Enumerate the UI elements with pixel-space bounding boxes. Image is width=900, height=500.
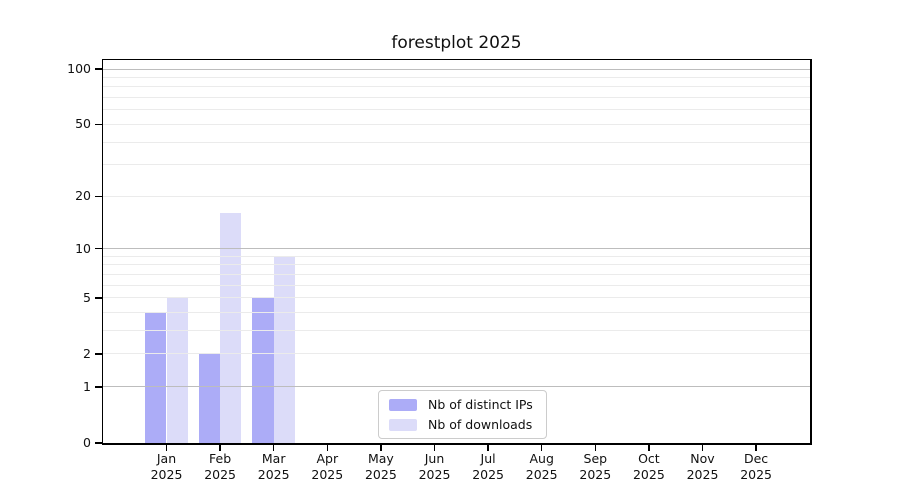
x-tick-month-may: May [367,451,394,466]
spine-bottom [101,443,812,445]
y-tick-mark-2 [94,353,102,355]
y-tick-label-10: 10 [75,240,91,256]
legend-label-downloads: Nb of downloads [428,417,533,432]
legend-label-distinct-ips: Nb of distinct IPs [428,397,533,412]
plot-area: Nb of distinct IPs Nb of downloads [103,60,810,443]
x-tick-month-feb: Feb [209,451,232,466]
x-tick-year-mar: 2025 [257,467,290,482]
x-tick-month-apr: Apr [316,451,339,466]
y-tick-label-20: 20 [75,188,91,204]
x-tick-month-aug: Aug [529,451,554,466]
legend: Nb of distinct IPs Nb of downloads [378,390,547,439]
x-tick-mark-nov [701,444,704,451]
x-tick-year-may: 2025 [364,467,397,482]
y-tick-mark-10 [94,247,102,250]
x-tick-mark-may [380,444,382,451]
x-tick-mark-jan [165,444,168,451]
x-tick-month-nov: Nov [690,451,715,466]
y-tick-mark-0 [94,442,102,444]
chart-title: forestplot 2025 [391,33,522,53]
y-tick-label-100: 100 [67,61,91,77]
bar-distinct-ips-jan [145,312,167,443]
legend-swatch-downloads [389,418,417,431]
x-tick-month-oct: Oct [638,451,660,466]
bar-distinct-ips-mar [252,297,274,443]
x-tick-mark-oct [648,444,650,451]
x-tick-month-sep: Sep [583,451,608,466]
x-tick-mark-jun [433,444,436,451]
x-tick-mark-apr [326,444,329,451]
x-tick-mark-dec [755,444,757,451]
x-tick-year-jan: 2025 [150,467,183,482]
x-tick-month-jul: Jul [480,451,496,466]
x-tick-year-jul: 2025 [472,467,504,482]
spine-right [810,58,812,445]
bar-distinct-ips-feb [198,354,221,443]
x-tick-year-feb: 2025 [204,467,236,482]
y-tick-mark-20 [94,195,102,198]
y-tick-mark-1 [94,386,102,388]
x-tick-month-jun: Jun [424,451,445,466]
x-tick-year-nov: 2025 [686,467,719,482]
x-tick-month-jan: Jan [156,451,177,466]
x-tick-mark-feb [219,444,221,451]
x-tick-year-dec: 2025 [740,467,772,482]
y-tick-mark-5 [94,297,102,299]
y-tick-mark-100 [94,68,102,70]
x-tick-mark-mar [272,444,275,451]
x-tick-year-jun: 2025 [418,467,451,482]
x-tick-mark-aug [540,444,543,451]
bar-downloads-feb [220,213,242,443]
bar-downloads-mar [273,256,296,443]
legend-row-distinct-ips: Nb of distinct IPs [389,397,533,412]
spine-left [101,58,103,445]
y-tick-label-2: 2 [83,345,91,361]
bar-downloads-jan [166,297,188,443]
y-tick-label-50: 50 [75,116,91,132]
y-tick-label-1: 1 [83,378,91,394]
x-tick-month-mar: Mar [261,451,286,466]
x-tick-month-dec: Dec [743,451,769,466]
x-tick-mark-sep [594,444,597,451]
x-tick-year-sep: 2025 [579,467,612,482]
y-tick-label-0: 0 [83,435,91,450]
x-tick-mark-jul [487,444,489,451]
legend-swatch-distinct-ips [389,398,417,411]
bars-layer [103,60,810,443]
spine-top [101,58,812,60]
y-tick-mark-50 [94,123,102,126]
x-tick-year-aug: 2025 [525,467,558,482]
x-tick-year-apr: 2025 [311,467,344,482]
legend-row-downloads: Nb of downloads [389,417,533,432]
x-tick-year-oct: 2025 [632,467,665,482]
y-tick-label-5: 5 [83,289,91,305]
